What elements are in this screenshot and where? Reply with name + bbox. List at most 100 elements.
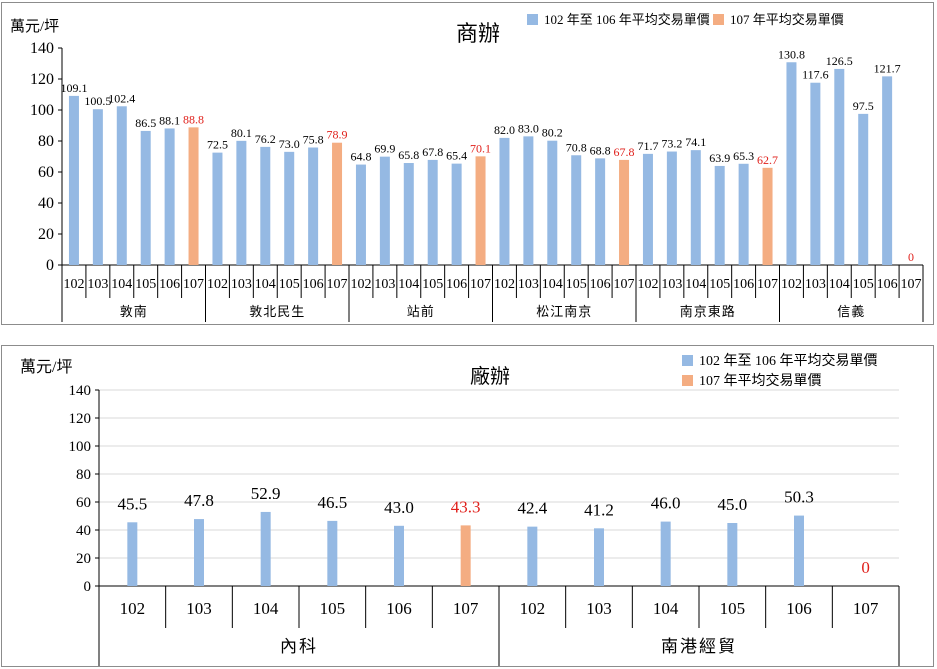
bar-avg — [690, 150, 701, 265]
factory-office-chart-panel: 0 20 40 60 80 100 120 140 萬元/坪 廠辦 102 年至 106 年平均交易… — [1, 345, 934, 667]
data-label: 70.8 — [566, 140, 587, 154]
data-label: 86.5 — [135, 116, 156, 130]
y-tick-label: 120 — [69, 411, 92, 427]
x-year-label: 103 — [374, 277, 395, 292]
data-label: 73.0 — [279, 137, 300, 151]
data-label: 70.1 — [470, 141, 491, 155]
x-year-label: 104 — [111, 277, 132, 292]
x-year-label: 105 — [320, 599, 346, 618]
data-label: 43.3 — [451, 497, 481, 516]
bar-avg — [92, 109, 103, 265]
x-year-label: 105 — [853, 277, 874, 292]
data-label: 63.9 — [709, 151, 730, 165]
bar-avg — [858, 113, 869, 265]
x-year-label: 106 — [786, 599, 812, 618]
x-year-label: 107 — [757, 277, 778, 292]
legend-label-avg: 102 年至 106 年平均交易單價 — [699, 352, 878, 369]
x-year-label: 107 — [453, 599, 479, 618]
x-year-label: 104 — [653, 599, 679, 618]
data-label: 88.8 — [183, 112, 204, 126]
data-label: 65.4 — [446, 149, 467, 163]
data-label: 64.8 — [350, 150, 371, 164]
data-label: 42.4 — [517, 499, 547, 518]
x-year-label: 104 — [829, 277, 850, 292]
x-year-label: 106 — [733, 277, 754, 292]
y-tick-label: 60 — [38, 164, 54, 181]
x-year-label: 102 — [637, 277, 658, 292]
data-label: 71.7 — [637, 139, 658, 153]
y-axis-title: 萬元/坪 — [20, 358, 72, 376]
data-label: 52.9 — [251, 484, 281, 503]
data-label: 45.5 — [117, 494, 147, 513]
legend-swatch-y107 — [713, 14, 724, 25]
bar-107 — [475, 156, 486, 265]
office-chart-panel: 0 20 40 60 80 100 120 140 萬元/坪 商辦 102 年至 106 年平均交易… — [1, 2, 934, 325]
data-label: 67.8 — [614, 145, 635, 159]
bar-avg — [403, 163, 414, 265]
bar-avg — [260, 511, 271, 586]
y-axis-title: 萬元/坪 — [10, 18, 59, 35]
bar-avg — [355, 164, 366, 265]
x-year-label: 103 — [661, 277, 682, 292]
bar-avg — [834, 68, 845, 265]
data-label: 65.3 — [733, 149, 754, 163]
x-year-label: 106 — [386, 599, 412, 618]
x-group-label: 敦南 — [120, 304, 148, 319]
legend-label-y107: 107 年平均交易單價 — [730, 12, 844, 27]
x-year-label: 107 — [470, 277, 491, 292]
x-year-label: 103 — [805, 277, 826, 292]
bar-avg — [810, 82, 821, 265]
bar-avg — [794, 515, 804, 586]
x-group-label: 南京東路 — [680, 304, 736, 319]
data-label: 68.8 — [590, 143, 611, 157]
data-label: 109.1 — [60, 81, 87, 95]
data-label: 72.5 — [207, 138, 228, 152]
bar-avg — [327, 520, 338, 586]
bar-107 — [619, 159, 630, 265]
legend-swatch-avg — [527, 14, 538, 25]
x-year-label: 102 — [494, 277, 515, 292]
x-year-label: 105 — [135, 277, 156, 292]
x-group-label: 敦北民生 — [249, 304, 305, 319]
y-tick-label: 60 — [76, 495, 91, 511]
data-label: 74.1 — [685, 135, 706, 149]
data-label: 121.7 — [874, 61, 901, 75]
x-year-label: 107 — [614, 277, 635, 292]
bar-avg — [727, 523, 738, 586]
data-label: 100.5 — [84, 94, 111, 108]
bar-avg — [164, 128, 175, 265]
bar-avg — [595, 158, 606, 265]
bar-avg — [140, 130, 151, 265]
data-label: 102.4 — [108, 91, 135, 105]
data-label: 97.5 — [853, 99, 874, 113]
office-price-chart: 0 20 40 60 80 100 120 140 萬元/坪 商辦 102 年至 106 年平均交易… — [10, 12, 924, 322]
bar-avg — [738, 163, 749, 265]
x-year-label: 104 — [255, 277, 276, 292]
y-tick-label: 20 — [38, 226, 54, 243]
x-year-label: 105 — [422, 277, 443, 292]
data-label: 80.1 — [231, 126, 252, 140]
data-label: 88.1 — [159, 113, 180, 127]
bar-avg — [379, 156, 390, 265]
x-year-label: 103 — [518, 277, 539, 292]
x-year-label: 102 — [63, 277, 84, 292]
x-year-label: 106 — [590, 277, 611, 292]
legend-swatch-avg — [682, 355, 693, 366]
data-label: 47.8 — [184, 491, 214, 510]
x-year-label: 106 — [446, 277, 467, 292]
bar-avg — [527, 526, 538, 586]
data-label: 45.0 — [717, 495, 747, 514]
bar-avg — [594, 528, 604, 586]
y-tick-label: 0 — [46, 257, 54, 274]
data-label: 130.8 — [778, 47, 805, 61]
bar-avg — [427, 159, 438, 265]
bar-107 — [762, 167, 773, 265]
data-label: 50.3 — [784, 488, 814, 507]
x-group-label: 南港經貿 — [661, 637, 737, 656]
data-label: 126.5 — [826, 54, 853, 68]
bar-107 — [460, 525, 471, 586]
x-year-label: 104 — [398, 277, 419, 292]
x-year-label: 105 — [709, 277, 730, 292]
data-label: 78.9 — [327, 128, 348, 142]
data-label: 46.0 — [651, 494, 681, 513]
